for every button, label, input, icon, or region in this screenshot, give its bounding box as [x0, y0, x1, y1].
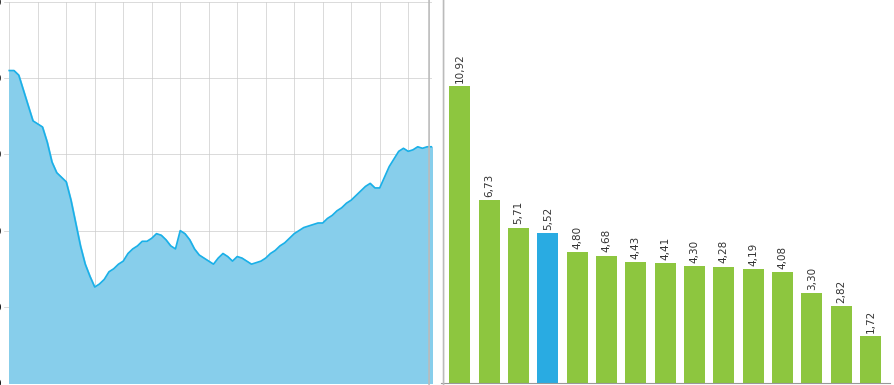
Bar	[537, 233, 559, 383]
Text: 5,52: 5,52	[543, 206, 552, 229]
Bar	[434, 136, 443, 146]
Bar	[772, 272, 793, 383]
Bar	[434, 127, 443, 137]
Bar	[434, 375, 443, 385]
Bar	[434, 232, 443, 242]
Text: 6,73: 6,73	[484, 173, 494, 197]
Text: 4,41: 4,41	[660, 236, 670, 260]
Bar	[434, 317, 443, 327]
Bar	[478, 200, 500, 383]
Bar	[434, 98, 443, 108]
Bar	[434, 365, 443, 375]
Text: 4,43: 4,43	[631, 236, 641, 259]
Bar	[434, 79, 443, 89]
Bar	[434, 222, 443, 232]
Text: 4,68: 4,68	[602, 229, 611, 253]
Bar	[625, 263, 646, 383]
Text: 4,30: 4,30	[689, 239, 699, 263]
Text: 4,08: 4,08	[778, 246, 788, 269]
Text: 4,19: 4,19	[748, 243, 758, 266]
Bar	[434, 346, 443, 356]
Bar	[434, 156, 443, 166]
Bar	[434, 260, 443, 270]
Bar	[801, 293, 822, 383]
Bar	[654, 263, 676, 383]
Bar	[434, 194, 443, 204]
Bar	[434, 241, 443, 251]
Text: 2,82: 2,82	[836, 280, 846, 303]
Bar	[434, 32, 443, 42]
Text: 4,80: 4,80	[572, 226, 582, 249]
Bar	[434, 50, 443, 60]
Bar	[434, 22, 443, 32]
Bar	[684, 266, 705, 383]
Bar	[743, 269, 763, 383]
Bar	[434, 70, 443, 80]
Bar	[434, 327, 443, 337]
Text: 1,72: 1,72	[865, 310, 875, 333]
Bar	[434, 146, 443, 156]
Bar	[434, 270, 443, 280]
Bar	[434, 12, 443, 22]
Text: 3,30: 3,30	[806, 267, 817, 290]
Bar	[434, 89, 443, 99]
Bar	[434, 279, 443, 289]
Bar	[449, 86, 470, 383]
Bar	[434, 41, 443, 51]
Bar	[434, 355, 443, 365]
Bar	[434, 60, 443, 70]
Text: 10,92: 10,92	[455, 53, 465, 82]
Bar	[434, 108, 443, 118]
Bar	[434, 289, 443, 299]
Bar	[434, 298, 443, 308]
Bar	[434, 203, 443, 213]
Bar	[434, 251, 443, 261]
Bar	[434, 165, 443, 175]
Bar	[567, 253, 587, 383]
Text: 4,28: 4,28	[719, 240, 729, 263]
Bar	[596, 256, 617, 383]
Text: 5,71: 5,71	[513, 201, 523, 224]
Bar	[831, 306, 852, 383]
Bar	[434, 174, 443, 184]
Bar	[434, 184, 443, 194]
Bar	[860, 336, 881, 383]
Bar	[713, 266, 734, 383]
Bar	[434, 3, 443, 13]
Bar	[434, 117, 443, 127]
Bar	[434, 308, 443, 318]
Bar	[434, 213, 443, 223]
Bar	[508, 228, 529, 383]
Bar	[434, 336, 443, 346]
